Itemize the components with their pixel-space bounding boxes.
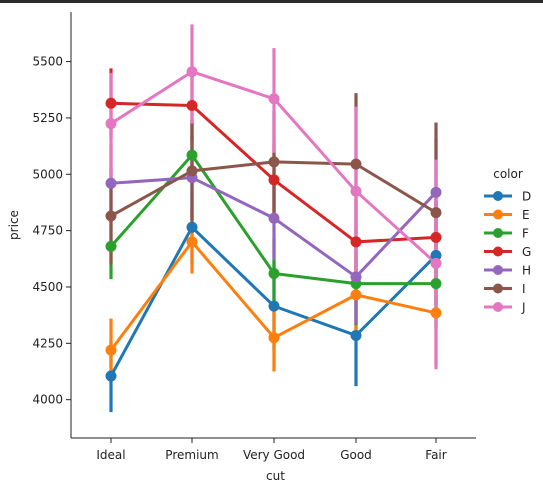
legend-marker-g	[493, 247, 503, 257]
data-point-i	[351, 159, 362, 170]
y-tick-label: 4250	[32, 336, 63, 350]
x-axis-label: cut	[266, 469, 285, 483]
data-point-e	[351, 289, 362, 300]
data-point-j	[431, 258, 442, 269]
legend-title: color	[493, 167, 523, 181]
data-point-j	[269, 93, 280, 104]
data-point-d	[187, 222, 198, 233]
data-point-h	[269, 213, 280, 224]
x-tick-label: Good	[340, 448, 372, 462]
y-tick-label: 4000	[32, 393, 63, 407]
x-tick-label: Very Good	[243, 448, 305, 462]
axes: 4000 4250 4500 4750 5000 5250 5500 Ideal Premium…	[7, 12, 476, 483]
data-point-e	[431, 307, 442, 318]
legend-label-h: H	[522, 264, 531, 278]
data-point-g	[431, 232, 442, 243]
data-point-g	[351, 236, 362, 247]
legend-marker-h	[493, 265, 503, 275]
x-tick-label: Premium	[165, 448, 218, 462]
y-tick-label: 5250	[32, 111, 63, 125]
legend-marker-f	[493, 228, 503, 238]
data-point-f	[431, 278, 442, 289]
data-point-e	[106, 345, 117, 356]
data-point-g	[269, 174, 280, 185]
legend-label-i: I	[522, 282, 526, 296]
legend-label-g: G	[522, 245, 531, 259]
data-point-e	[187, 236, 198, 247]
data-point-h	[106, 178, 117, 189]
data-point-j	[351, 186, 362, 197]
legend-marker-e	[493, 210, 503, 220]
data-point-f	[269, 268, 280, 279]
data-point-d	[106, 371, 117, 382]
data-point-d	[351, 330, 362, 341]
data-point-i	[269, 156, 280, 167]
x-tick-label: Ideal	[96, 448, 125, 462]
data-point-i	[106, 210, 117, 221]
data-point-g	[106, 98, 117, 109]
data-point-h	[351, 271, 362, 282]
y-axis-label: price	[7, 210, 21, 240]
y-tick-label: 4500	[32, 280, 63, 294]
legend-marker-j	[493, 302, 503, 312]
data-point-j	[187, 66, 198, 77]
data-point-j	[106, 118, 117, 129]
legend-label-f: F	[522, 227, 529, 241]
y-tick-label: 4750	[32, 224, 63, 238]
y-tick-label: 5000	[32, 167, 63, 181]
legend-marker-d	[493, 191, 503, 201]
y-tick-label: 5500	[32, 55, 63, 69]
data-point-f	[106, 241, 117, 252]
legend-label-j: J	[521, 301, 526, 315]
legend-label-e: E	[522, 208, 530, 222]
legend-marker-i	[493, 284, 503, 294]
x-tick-label: Fair	[425, 448, 446, 462]
data-point-i	[431, 207, 442, 218]
data-point-d	[269, 301, 280, 312]
data-point-g	[187, 100, 198, 111]
data-point-f	[187, 150, 198, 161]
data-point-h	[431, 187, 442, 198]
data-point-i	[187, 165, 198, 176]
legend-label-d: D	[522, 190, 531, 204]
data-point-e	[269, 332, 280, 343]
